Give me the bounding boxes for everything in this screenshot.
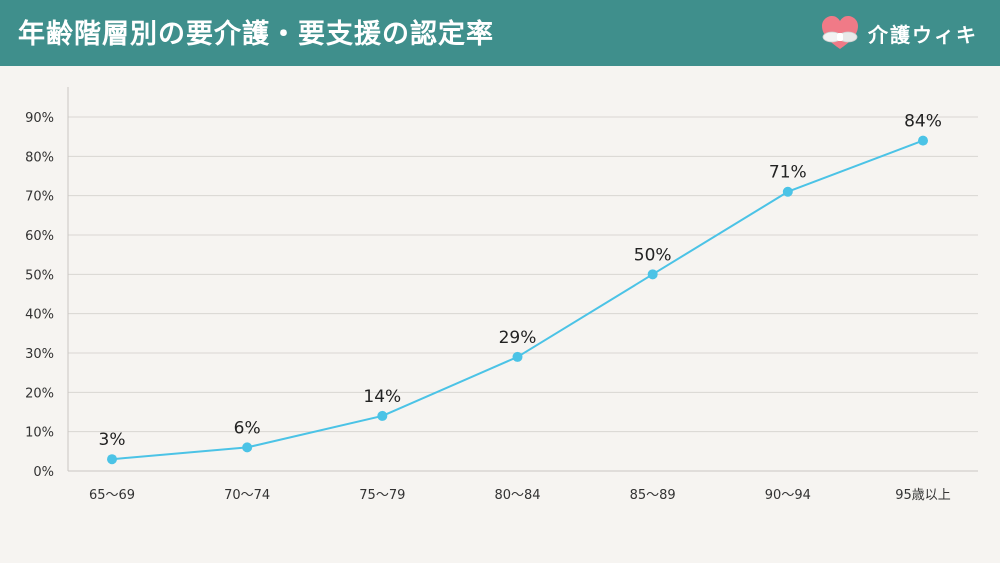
data-point — [647, 269, 658, 280]
y-tick-label: 50% — [25, 268, 54, 283]
heart-hands-icon — [822, 16, 858, 49]
y-tick-label: 10% — [25, 426, 54, 441]
y-tick-label: 70% — [25, 190, 54, 205]
y-tick-label: 80% — [25, 150, 54, 165]
x-tick-label: 85〜89 — [630, 488, 676, 503]
brand[interactable]: 介護ウィキ — [820, 14, 978, 52]
data-label: 3% — [99, 430, 126, 450]
x-tick-label: 80〜84 — [494, 488, 540, 503]
y-tick-label: 60% — [25, 229, 54, 244]
x-tick-label: 75〜79 — [359, 488, 405, 503]
y-tick-label: 40% — [25, 308, 54, 323]
x-tick-label: 95歳以上 — [895, 488, 951, 503]
y-tick-label: 30% — [25, 347, 54, 362]
data-label: 29% — [499, 328, 537, 348]
data-point — [918, 135, 928, 146]
data-point — [512, 351, 523, 362]
y-tick-label: 20% — [25, 386, 54, 401]
data-label: 71% — [769, 163, 807, 183]
x-tick-label: 90〜94 — [765, 488, 811, 503]
series-line — [111, 139, 924, 461]
data-label: 14% — [363, 387, 401, 407]
page-title: 年齢階層別の要介護・要支援の認定率 — [18, 19, 494, 50]
brand-name: 介護ウィキ — [868, 22, 978, 47]
data-point — [242, 442, 253, 453]
data-label: 6% — [234, 418, 261, 438]
line-chart: 0% 10% 20% 30% 40% 50% 60% 70% 80% 90% 65〜69 70〜74 7… — [25, 87, 978, 503]
data-point — [377, 410, 388, 421]
header-bar: 年齢階層別の要介護・要支援の認定率 介護ウィキ — [0, 0, 1000, 66]
data-point — [782, 186, 793, 197]
y-tick-label: 0% — [33, 465, 54, 480]
data-label: 84% — [904, 112, 942, 132]
x-tick-label: 65〜69 — [89, 488, 135, 503]
y-tick-label: 90% — [25, 111, 54, 126]
data-label: 50% — [634, 245, 672, 265]
data-point — [107, 454, 117, 465]
x-tick-label: 70〜74 — [224, 488, 270, 503]
